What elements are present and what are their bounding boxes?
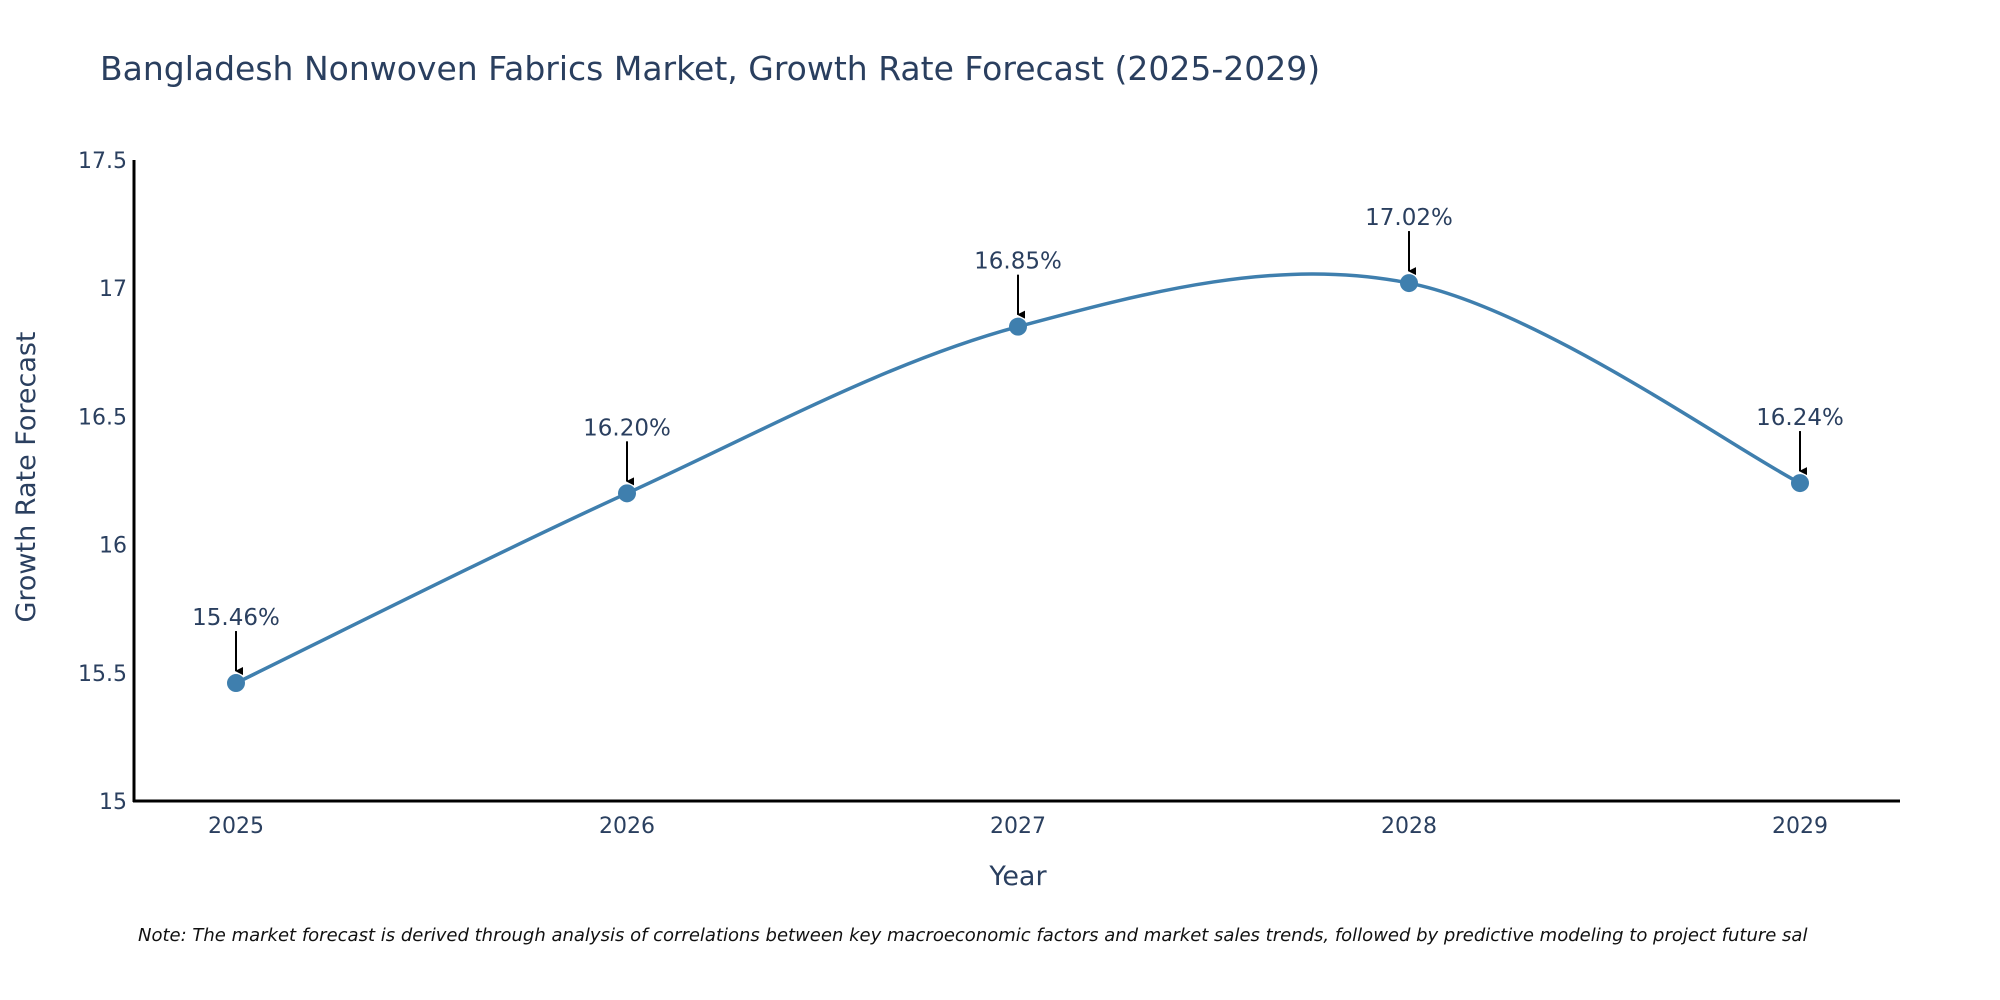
x-tick-label: 2025 (208, 814, 264, 839)
data-label: 16.85% (974, 249, 1062, 275)
data-point-2029 (1791, 474, 1809, 493)
data-label: 16.24% (1756, 405, 1844, 431)
data-point-2026 (618, 484, 636, 503)
x-tick-label: 2028 (1381, 814, 1437, 839)
x-axis-title: Year (988, 861, 1047, 892)
data-label: 17.02% (1365, 205, 1453, 231)
y-tick-label: 17.5 (78, 149, 127, 174)
data-label: 15.46% (192, 605, 280, 631)
y-tick-labels: 15 15.5 16 16.5 17 17.5 (78, 149, 127, 815)
y-tick-label: 15.5 (78, 662, 127, 687)
series-markers (227, 274, 1809, 693)
data-labels: 15.46% 16.20% 16.85% 17.02% 16.24% (192, 205, 1844, 676)
y-tick-label: 16 (99, 534, 127, 559)
data-point-2025 (227, 674, 245, 693)
data-point-2028 (1400, 274, 1418, 293)
chart-note: Note: The market forecast is derived thr… (138, 925, 1807, 946)
y-axis-title: Growth Rate Forecast (11, 331, 42, 622)
y-tick-label: 17 (99, 277, 127, 302)
x-tick-label: 2029 (1772, 814, 1828, 839)
y-tick-label: 16.5 (78, 405, 127, 430)
x-tick-labels: 2025 2026 2027 2028 2029 (208, 814, 1828, 839)
chart-title: Bangladesh Nonwoven Fabrics Market, Grow… (100, 49, 1320, 88)
y-tick-label: 15 (99, 790, 127, 815)
data-label: 16.20% (583, 415, 671, 441)
data-point-2027 (1009, 317, 1027, 336)
x-tick-label: 2027 (990, 814, 1046, 839)
x-tick-label: 2026 (599, 814, 655, 839)
